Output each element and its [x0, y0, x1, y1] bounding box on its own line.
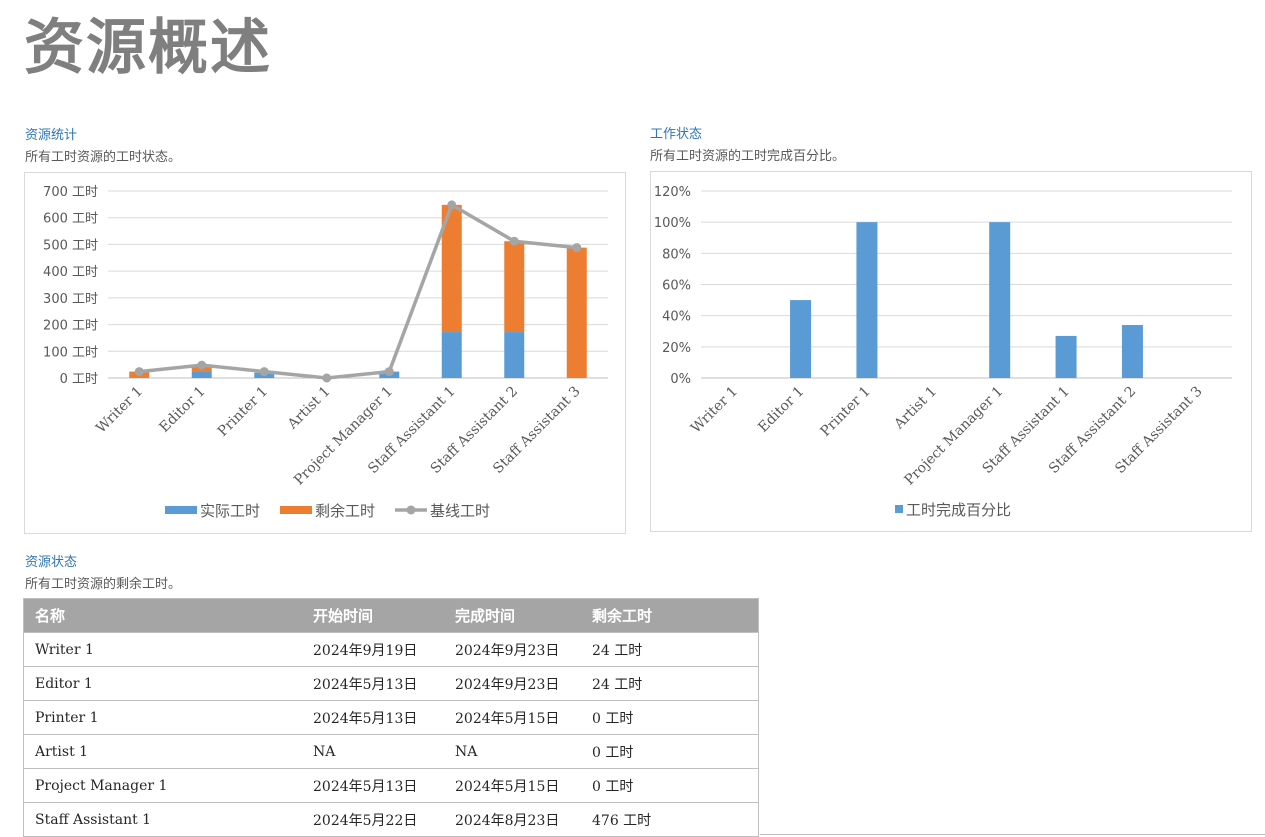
bar-remaining-staff-assistant-1 — [441, 204, 462, 333]
bar-actual-staff-assistant-1 — [441, 332, 462, 378]
x-tick-label: Printer 1 — [215, 384, 271, 440]
cell-remaining: 476 工时 — [581, 802, 759, 837]
y-tick-label: 120% — [654, 185, 691, 200]
bar-actual-editor-1 — [191, 371, 212, 378]
page-title: 资源概述 — [24, 13, 272, 83]
baseline-point-artist-1 — [322, 373, 332, 383]
y-tick-label: 300 工时 — [43, 292, 98, 307]
x-tick-label: Printer 1 — [817, 384, 873, 440]
x-tick-label: Artist 1 — [891, 384, 941, 434]
table-row: Project Manager 1 2024年5月13日 2024年5月15日 … — [23, 768, 759, 803]
y-tick-label: 0% — [670, 372, 691, 387]
table-row: Printer 1 2024年5月13日 2024年5月15日 0 工时 — [23, 700, 759, 735]
legend-marker-2 — [406, 505, 416, 515]
cell-remaining: 24 工时 — [581, 632, 759, 667]
cell-name: Project Manager 1 — [23, 768, 302, 803]
cell-start: NA — [302, 734, 444, 769]
baseline-point-staff-assistant-3 — [572, 243, 582, 253]
y-tick-label: 80% — [662, 247, 691, 262]
cell-remaining: 0 工时 — [581, 768, 759, 803]
baseline-point-writer-1 — [134, 367, 144, 377]
work-status-subtitle: 所有工时资源的工时完成百分比。 — [650, 149, 846, 164]
legend-swatch-0 — [165, 506, 197, 514]
cell-name: Artist 1 — [23, 734, 302, 769]
page-bottom-divider — [760, 834, 1265, 835]
x-tick-label: Writer 1 — [688, 384, 741, 437]
y-tick-label: 500 工时 — [43, 238, 98, 253]
cell-finish: 2024年9月23日 — [444, 632, 581, 667]
cell-start: 2024年5月13日 — [302, 700, 444, 735]
y-tick-label: 40% — [662, 310, 691, 325]
resource-status-subtitle: 所有工时资源的剩余工时。 — [25, 577, 182, 592]
legend-label-1: 剩余工时 — [315, 502, 375, 520]
y-tick-label: 20% — [662, 341, 691, 356]
x-tick-label: Editor 1 — [156, 384, 208, 436]
cell-start: 2024年5月13日 — [302, 768, 444, 803]
table-row: Staff Assistant 1 2024年5月22日 2024年8月23日 … — [23, 802, 759, 837]
legend-label-2: 基线工时 — [430, 502, 490, 520]
cell-remaining: 0 工时 — [581, 700, 759, 735]
cell-finish: NA — [444, 734, 581, 769]
bar-remaining-staff-assistant-2 — [504, 241, 525, 333]
y-tick-label: 100 工时 — [43, 345, 98, 360]
legend-label-0: 实际工时 — [200, 502, 260, 520]
cell-finish: 2024年9月23日 — [444, 666, 581, 701]
table-row: Artist 1 NA NA 0 工时 — [23, 734, 759, 769]
cell-start: 2024年5月22日 — [302, 802, 444, 837]
bar-pct-editor-1 — [790, 300, 812, 378]
x-tick-label: Writer 1 — [93, 384, 146, 437]
cell-finish: 2024年5月15日 — [444, 768, 581, 803]
legend-label-pct: 工时完成百分比 — [906, 501, 1011, 519]
y-tick-label: 600 工时 — [43, 212, 98, 227]
cell-name: Printer 1 — [23, 700, 302, 735]
baseline-point-editor-1 — [197, 360, 207, 370]
bar-pct-staff-assistant-1 — [1055, 335, 1077, 378]
work-status-title: 工作状态 — [650, 127, 703, 142]
x-tick-label: Artist 1 — [284, 384, 334, 434]
cell-name: Editor 1 — [23, 666, 302, 701]
column-header-finish: 完成时间 — [444, 598, 581, 633]
cell-finish: 2024年5月15日 — [444, 700, 581, 735]
resource-stats-title: 资源统计 — [25, 128, 78, 143]
baseline-point-project-manager-1 — [384, 367, 394, 377]
cell-remaining: 24 工时 — [581, 666, 759, 701]
resource-stats-chart: 0 工时 100 工时 200 工时 300 工时 400 工时 500 工时 600 工时… — [24, 172, 626, 534]
baseline-point-staff-assistant-2 — [509, 236, 519, 246]
y-tick-label: 0 工时 — [60, 372, 98, 387]
column-header-name: 名称 — [23, 598, 302, 633]
y-tick-label: 60% — [662, 279, 691, 294]
cell-remaining: 0 工时 — [581, 734, 759, 769]
y-tick-label: 400 工时 — [43, 265, 98, 280]
cell-start: 2024年5月13日 — [302, 666, 444, 701]
bar-pct-staff-assistant-2 — [1121, 325, 1143, 378]
resource-status-table: 名称 开始时间 完成时间 剩余工时 Writer 1 2024年9月19日 20… — [23, 598, 759, 837]
work-status-chart: 0% 20% 40% 60% 80% 100% 120% Writer 1 Editor 1 Pr… — [650, 171, 1252, 532]
cell-finish: 2024年8月23日 — [444, 802, 581, 837]
cell-start: 2024年9月19日 — [302, 632, 444, 667]
y-tick-label: 200 工时 — [43, 319, 98, 334]
baseline-point-staff-assistant-1 — [447, 200, 457, 210]
work-status-chart-svg: 0% 20% 40% 60% 80% 100% 120% Writer 1 Editor 1 Pr… — [654, 185, 1232, 519]
table-row: Writer 1 2024年9月19日 2024年9月23日 24 工时 — [23, 632, 759, 667]
y-tick-label: 100% — [654, 216, 691, 231]
bar-pct-printer-1 — [856, 222, 878, 378]
baseline-point-printer-1 — [259, 367, 269, 377]
resource-stats-subtitle: 所有工时资源的工时状态。 — [25, 150, 182, 165]
bar-remaining-staff-assistant-3 — [566, 247, 587, 378]
baseline-line — [139, 203, 577, 380]
legend-swatch-1 — [280, 506, 312, 514]
y-tick-label: 700 工时 — [43, 185, 98, 200]
bar-actual-staff-assistant-2 — [504, 332, 525, 378]
cell-name: Writer 1 — [23, 632, 302, 667]
table-row: Editor 1 2024年5月13日 2024年9月23日 24 工时 — [23, 666, 759, 701]
resource-stats-chart-svg: 0 工时 100 工时 200 工时 300 工时 400 工时 500 工时 600 工时… — [43, 185, 608, 520]
bar-pct-project-manager-1 — [989, 222, 1011, 378]
column-header-start: 开始时间 — [302, 598, 444, 633]
column-header-remaining: 剩余工时 — [581, 598, 759, 633]
table-header-row: 名称 开始时间 完成时间 剩余工时 — [23, 598, 759, 633]
cell-name: Staff Assistant 1 — [23, 802, 302, 837]
x-tick-label: Editor 1 — [755, 384, 807, 436]
legend-swatch-pct — [895, 505, 903, 513]
resource-status-title: 资源状态 — [25, 555, 78, 570]
